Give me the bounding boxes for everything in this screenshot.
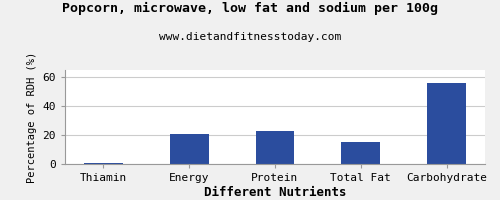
X-axis label: Different Nutrients: Different Nutrients [204,186,346,199]
Text: Popcorn, microwave, low fat and sodium per 100g: Popcorn, microwave, low fat and sodium p… [62,2,438,15]
Text: www.dietandfitnesstoday.com: www.dietandfitnesstoday.com [159,32,341,42]
Bar [342,142,380,164]
Bar [84,163,122,164]
Y-axis label: Percentage of RDH (%): Percentage of RDH (%) [27,51,37,183]
Bar [428,83,466,164]
Bar [170,134,208,164]
Bar [256,131,294,164]
